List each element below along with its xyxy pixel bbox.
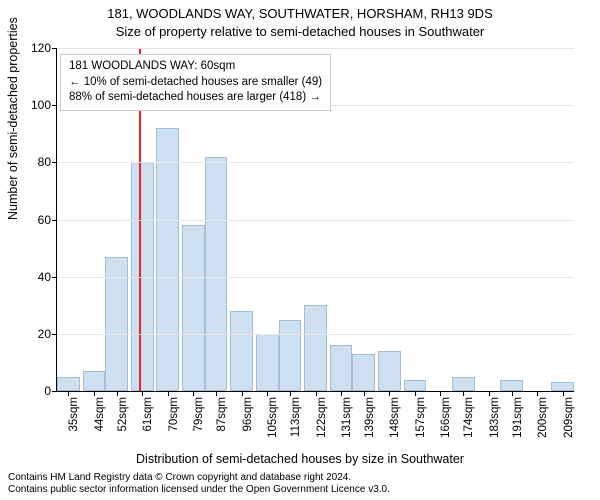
info-box-line1: 181 WOODLANDS WAY: 60sqm <box>69 59 322 75</box>
x-tick-mark <box>364 391 365 396</box>
histogram-bar <box>304 305 327 391</box>
histogram-bar <box>551 382 574 391</box>
histogram-bar <box>279 320 302 391</box>
x-tick-mark <box>563 391 564 396</box>
y-tick-mark <box>52 220 57 221</box>
x-tick-mark <box>216 391 217 396</box>
info-box: 181 WOODLANDS WAY: 60sqm ← 10% of semi-d… <box>60 54 331 111</box>
histogram-bar <box>452 377 475 391</box>
histogram-bar <box>182 225 205 391</box>
y-tick-label: 100 <box>21 98 51 112</box>
x-tick-mark <box>512 391 513 396</box>
y-tick-mark <box>52 162 57 163</box>
x-tick-mark <box>316 391 317 396</box>
x-tick-mark <box>415 391 416 396</box>
x-axis-label: Distribution of semi-detached houses by … <box>0 452 600 466</box>
y-axis-label: Number of semi-detached properties <box>6 17 20 220</box>
y-tick-label: 60 <box>21 213 51 227</box>
x-tick-mark <box>389 391 390 396</box>
info-box-line3: 88% of semi-detached houses are larger (… <box>69 90 322 106</box>
x-tick-label: 166sqm <box>440 397 452 457</box>
x-tick-mark <box>193 391 194 396</box>
histogram-bar <box>83 371 106 391</box>
info-box-line2: ← 10% of semi-detached houses are smalle… <box>69 75 322 91</box>
grid-line <box>57 220 574 221</box>
histogram-bar <box>378 351 401 391</box>
histogram-bar <box>500 380 523 391</box>
x-tick-label: 44sqm <box>94 397 106 457</box>
y-tick-label: 20 <box>21 327 51 341</box>
histogram-bar <box>352 354 375 391</box>
chart-title-line2: Size of property relative to semi-detach… <box>0 24 600 39</box>
y-tick-label: 120 <box>21 41 51 55</box>
caption-line2: Contains public sector information licen… <box>8 484 390 496</box>
x-tick-label: 52sqm <box>117 397 129 457</box>
x-tick-label: 200sqm <box>537 397 549 457</box>
histogram-bar <box>205 157 228 391</box>
x-tick-label: 113sqm <box>290 397 302 457</box>
x-tick-label: 191sqm <box>512 397 524 457</box>
y-tick-label: 0 <box>21 384 51 398</box>
caption-line1: Contains HM Land Registry data © Crown c… <box>8 472 390 484</box>
x-tick-label: 61sqm <box>142 397 154 457</box>
x-tick-mark <box>117 391 118 396</box>
grid-line <box>57 334 574 335</box>
x-tick-label: 148sqm <box>389 397 401 457</box>
x-tick-mark <box>267 391 268 396</box>
histogram-bar <box>404 380 427 391</box>
x-tick-mark <box>242 391 243 396</box>
x-tick-label: 79sqm <box>193 397 205 457</box>
x-tick-label: 122sqm <box>316 397 328 457</box>
y-tick-mark <box>52 277 57 278</box>
histogram-bar <box>57 377 80 391</box>
x-tick-label: 35sqm <box>68 397 80 457</box>
x-tick-label: 70sqm <box>168 397 180 457</box>
x-tick-mark <box>94 391 95 396</box>
x-tick-label: 209sqm <box>563 397 575 457</box>
x-tick-mark <box>440 391 441 396</box>
x-tick-label: 139sqm <box>364 397 376 457</box>
histogram-bar <box>256 334 279 391</box>
x-tick-label: 174sqm <box>463 397 475 457</box>
x-tick-label: 157sqm <box>415 397 427 457</box>
y-tick-label: 40 <box>21 270 51 284</box>
histogram-bar <box>230 311 253 391</box>
x-tick-label: 131sqm <box>341 397 353 457</box>
caption: Contains HM Land Registry data © Crown c… <box>8 472 390 496</box>
x-tick-label: 87sqm <box>216 397 228 457</box>
x-tick-mark <box>537 391 538 396</box>
chart-container: 181, WOODLANDS WAY, SOUTHWATER, HORSHAM,… <box>0 0 600 500</box>
x-tick-label: 105sqm <box>267 397 279 457</box>
x-tick-mark <box>463 391 464 396</box>
x-tick-mark <box>290 391 291 396</box>
y-tick-mark <box>52 105 57 106</box>
histogram-bar <box>156 128 179 391</box>
histogram-bar <box>330 345 353 391</box>
y-tick-mark <box>52 334 57 335</box>
x-tick-mark <box>168 391 169 396</box>
x-tick-mark <box>142 391 143 396</box>
x-tick-mark <box>68 391 69 396</box>
x-tick-label: 96sqm <box>242 397 254 457</box>
x-tick-mark <box>341 391 342 396</box>
chart-title-line1: 181, WOODLANDS WAY, SOUTHWATER, HORSHAM,… <box>0 6 600 21</box>
y-tick-mark <box>52 391 57 392</box>
x-tick-label: 183sqm <box>489 397 501 457</box>
y-tick-label: 80 <box>21 155 51 169</box>
x-tick-mark <box>489 391 490 396</box>
grid-line <box>57 48 574 49</box>
grid-line <box>57 277 574 278</box>
grid-line <box>57 162 574 163</box>
y-tick-mark <box>52 48 57 49</box>
